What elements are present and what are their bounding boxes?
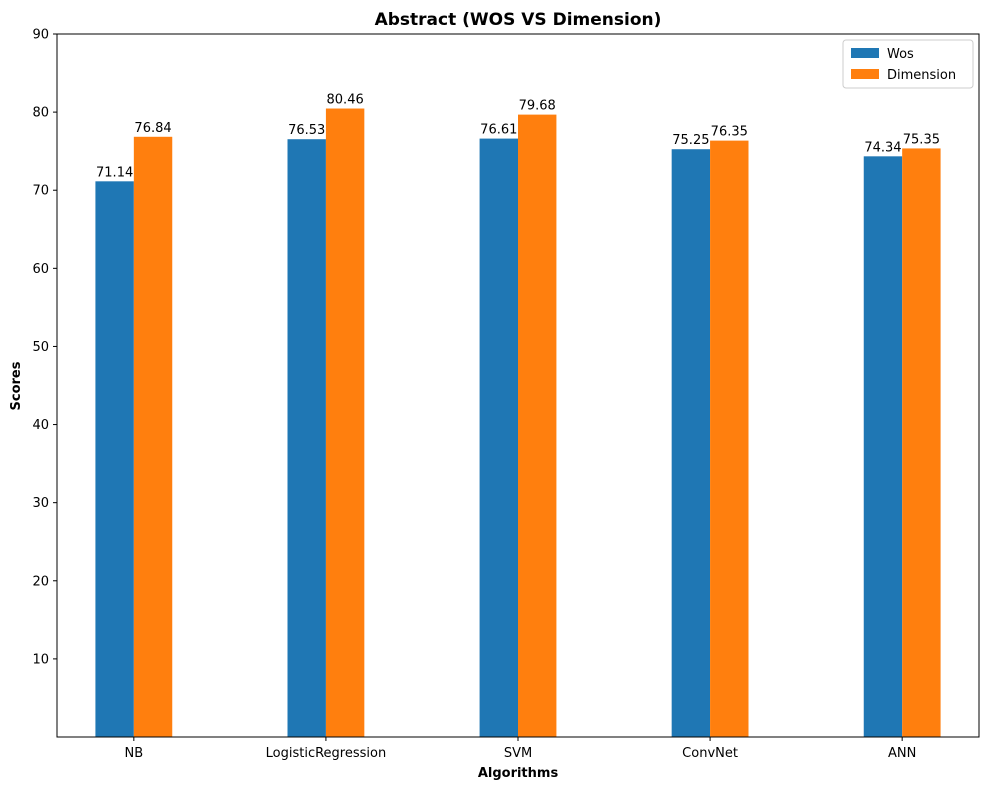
axes-frame <box>56 33 980 738</box>
legend-label-wos: Wos <box>887 47 914 62</box>
x-tick-label: NB <box>125 746 144 761</box>
x-tick-label: ANN <box>888 746 916 761</box>
y-axis-label: Scores <box>9 361 24 410</box>
data-label: 76.84 <box>134 121 171 136</box>
bar-wos-logisticregression <box>287 139 326 737</box>
bar-dimension-svm <box>518 114 557 738</box>
bar-dimension-convnet <box>710 140 749 737</box>
y-tick-label: 20 <box>32 574 49 589</box>
plot-area: 71.14 76.53 76.61 75.25 74.34 76.84 80.46 79.68… <box>32 28 980 761</box>
y-tick-label: 60 <box>32 262 49 277</box>
y-tick-label: 30 <box>32 496 49 511</box>
x-tick-label: ConvNet <box>682 746 738 761</box>
bar-dimension-logisticregression <box>325 108 365 737</box>
legend-label-dimension: Dimension <box>887 68 956 83</box>
x-tick-label: LogisticRegression <box>266 746 387 761</box>
bar-dimension-ann <box>902 148 941 737</box>
bar-wos-svm <box>479 138 518 738</box>
chart-title: Abstract (WOS VS Dimension) <box>375 10 662 30</box>
data-label: 79.68 <box>519 99 556 114</box>
x-tick-label: SVM <box>504 746 532 761</box>
y-tick-label: 80 <box>32 106 49 121</box>
bar-wos-ann <box>863 156 903 737</box>
data-label: 75.25 <box>672 133 709 148</box>
y-tick-label: 50 <box>32 340 49 355</box>
legend-swatch-wos <box>851 48 879 58</box>
y-tick-label: 70 <box>32 184 49 199</box>
legend-swatch-dimension <box>851 69 879 79</box>
data-label: 76.53 <box>288 123 325 138</box>
y-tick-label: 90 <box>32 28 49 43</box>
y-tick-label: 10 <box>32 652 49 667</box>
y-tick-label: 40 <box>32 418 49 433</box>
data-label: 74.34 <box>864 140 901 155</box>
data-label: 76.61 <box>480 123 517 138</box>
bar-wos-convnet <box>671 149 711 738</box>
data-label: 76.35 <box>711 125 748 140</box>
data-label: 75.35 <box>903 132 940 147</box>
bar-wos-nb <box>95 181 134 737</box>
legend: Wos Dimension <box>842 39 974 89</box>
bar-dimension-nb <box>133 136 173 738</box>
x-axis-label: Algorithms <box>478 766 559 781</box>
data-label: 71.14 <box>96 165 133 180</box>
data-label: 80.46 <box>327 93 364 108</box>
